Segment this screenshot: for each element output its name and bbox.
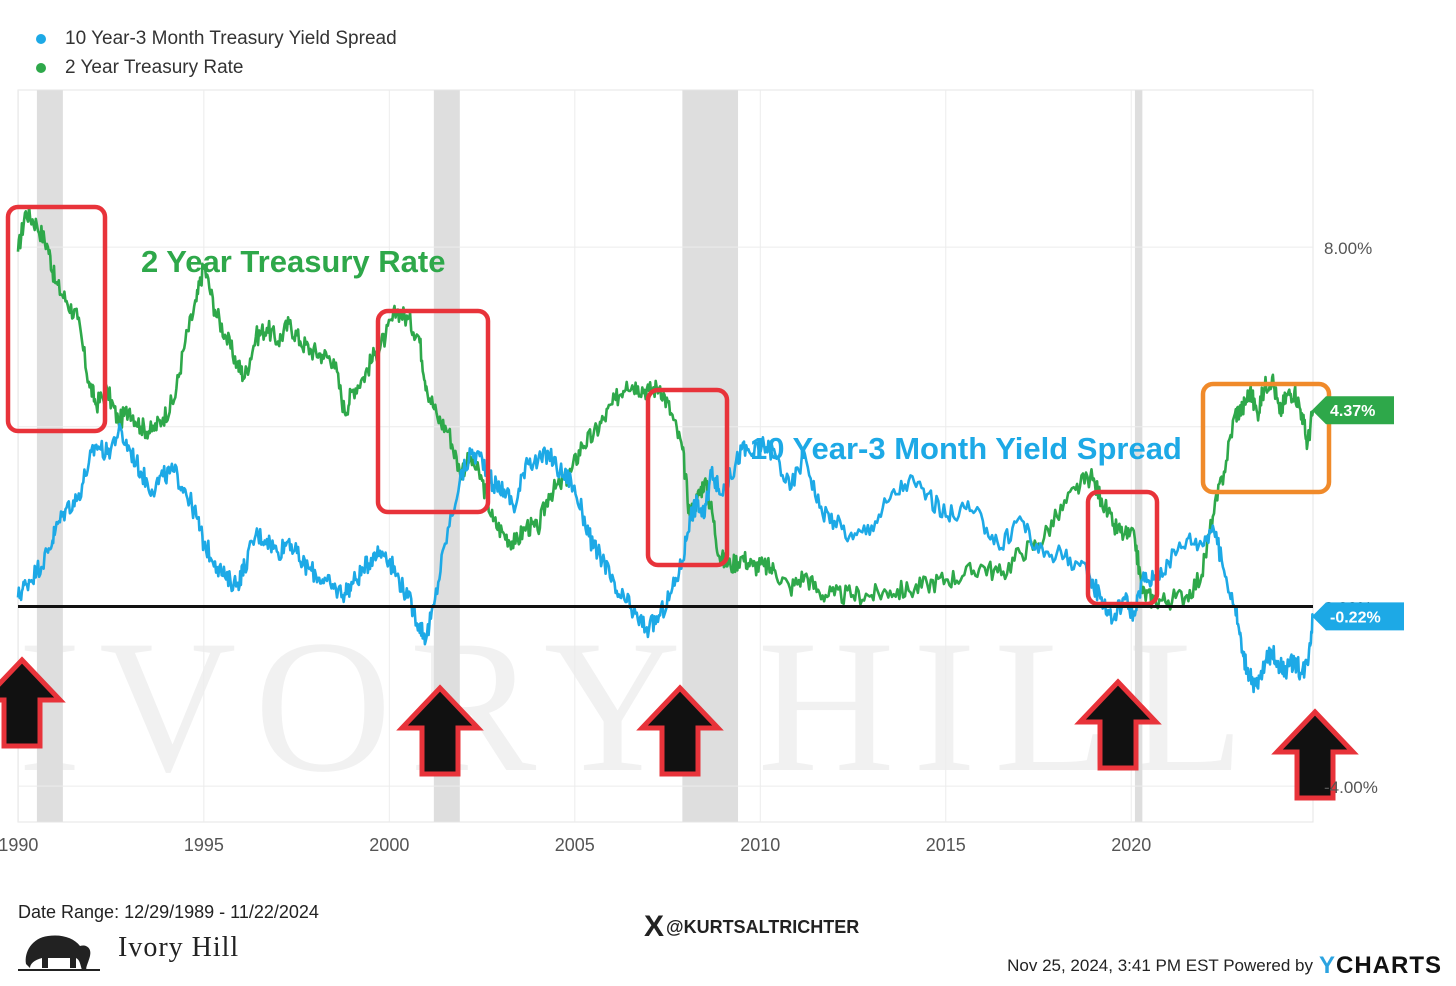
highlight-box-4 — [1200, 381, 1332, 495]
end-label-green-text: 4.37% — [1330, 403, 1375, 420]
brand-logo: Ivory Hill — [18, 924, 239, 972]
series-line-0 — [16, 205, 1315, 611]
end-label-green-shape — [1312, 396, 1394, 425]
ycharts-logo[interactable]: YCHARTS — [1319, 952, 1442, 980]
end-label-blue-shape — [1312, 602, 1404, 631]
y-tick-label: -4.00% — [1324, 778, 1378, 797]
annotation-spread-label: 10 Year-3 Month Yield Spread — [750, 431, 1182, 466]
x-tick-label: 2020 — [1111, 835, 1151, 855]
annotations: 2 Year Treasury Rate 10 Year-3 Month Yiel… — [0, 204, 1359, 801]
up-arrow-icon — [1074, 678, 1162, 771]
up-arrow-icon — [1271, 708, 1359, 801]
legend-label-spread: 10 Year-3 Month Treasury Yield Spread — [65, 27, 397, 49]
x-tick-label: 1990 — [0, 835, 38, 855]
legend-dot-spread — [36, 33, 46, 44]
legend-label-2yr: 2 Year Treasury Rate — [65, 56, 244, 78]
legend-item-spread[interactable]: 10 Year-3 Month Treasury Yield Spread — [36, 24, 397, 53]
y-tick-label: 8.00% — [1324, 239, 1372, 258]
end-label-green: 4.37% — [1312, 396, 1394, 425]
highlight-box-0 — [5, 204, 108, 434]
series-line-1 — [16, 422, 1315, 694]
brand-name: Ivory Hill — [118, 932, 240, 963]
end-label-blue: -0.22% — [1312, 602, 1404, 631]
date-range: Date Range: 12/29/1989 - 11/22/2024 — [18, 902, 319, 922]
legend-dot-2yr — [36, 62, 46, 73]
social-handle[interactable]: X @KURTSALTRICHTER — [644, 912, 859, 942]
watermark-text: IVORY HILL — [18, 602, 1262, 812]
up-arrow-icon — [0, 656, 66, 749]
elephant-icon — [18, 935, 100, 971]
annotation-2yr-label: 2 Year Treasury Rate — [141, 244, 445, 279]
highlight-box-3 — [1085, 489, 1160, 607]
end-label-blue-text: -0.22% — [1330, 609, 1381, 626]
series-lines — [16, 205, 1315, 694]
highlight-box-1 — [375, 308, 491, 515]
x-tick-label: 1995 — [184, 835, 224, 855]
x-logo-icon: X — [644, 910, 665, 943]
x-tick-label: 2005 — [555, 835, 595, 855]
x-tick-label: 2000 — [369, 835, 409, 855]
legend-item-2yr[interactable]: 2 Year Treasury Rate — [36, 53, 397, 82]
timestamp: Nov 25, 2024, 3:41 PM EST Powered by — [1007, 956, 1313, 975]
recession-band-3 — [1134, 90, 1143, 822]
footer-credit: Nov 25, 2024, 3:41 PM EST Powered by YCH… — [1007, 952, 1442, 980]
ycharts-logo-text: YCHARTS — [1318, 952, 1442, 979]
up-arrow-icon — [636, 684, 724, 777]
axes: 8.00%0.00%-4.00%199019952000200520102015… — [0, 239, 1404, 855]
x-tick-label: 2015 — [926, 835, 966, 855]
x-tick-label: 2010 — [740, 835, 780, 855]
watermark: IVORY HILL — [18, 602, 1262, 812]
legend: 10 Year-3 Month Treasury Yield Spread 2 … — [36, 24, 397, 82]
up-arrow-icon — [396, 684, 484, 777]
highlight-box-2 — [645, 387, 730, 568]
handle-text: @KURTSALTRICHTER — [666, 916, 860, 937]
